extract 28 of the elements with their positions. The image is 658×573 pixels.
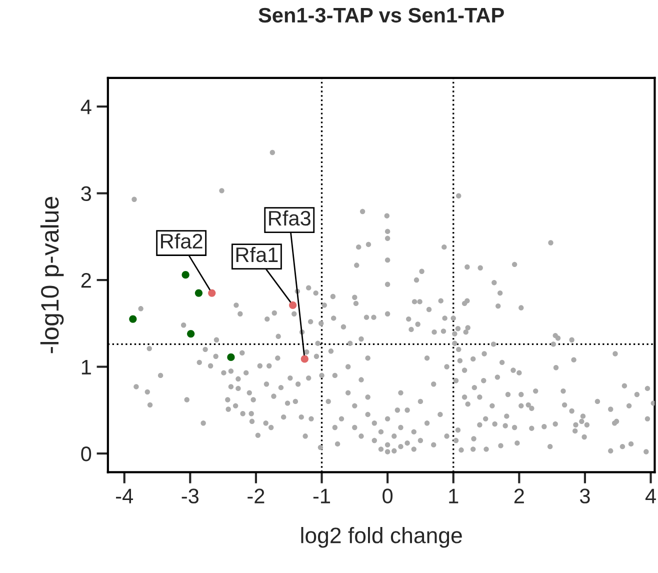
point bbox=[194, 289, 203, 297]
y-tick-label: 4 bbox=[80, 100, 92, 114]
y-tick-label: 1 bbox=[82, 360, 91, 374]
point bbox=[129, 315, 137, 323]
chart-title: Sen1-3-TAP vs Sen1-TAP bbox=[258, 8, 504, 23]
x-tick-label: 4 bbox=[645, 488, 656, 504]
point bbox=[182, 271, 190, 279]
y-tick-label: 2 bbox=[81, 273, 91, 288]
y-axis-title: -log10 p-value bbox=[40, 196, 64, 354]
x-tick-label: 2 bbox=[514, 488, 524, 504]
point bbox=[300, 355, 308, 363]
point bbox=[227, 353, 235, 362]
x-tick-label: -2 bbox=[248, 488, 264, 504]
x-tick-label: -1 bbox=[313, 488, 330, 504]
x-tick-label: -4 bbox=[116, 488, 134, 504]
y-tick-label: 3 bbox=[81, 186, 92, 202]
x-tick-label: 1 bbox=[449, 488, 458, 504]
annotation: Rfa2 bbox=[161, 233, 202, 249]
y-tick-label: 0 bbox=[81, 446, 92, 462]
point bbox=[187, 330, 195, 338]
annotation: Rfa1 bbox=[236, 246, 278, 262]
x-tick-label: -3 bbox=[182, 488, 199, 504]
x-axis-title: log2 fold change bbox=[301, 526, 462, 548]
point bbox=[208, 289, 216, 297]
point bbox=[289, 301, 297, 309]
x-tick-label: 0 bbox=[382, 488, 393, 504]
x-tick-label: 3 bbox=[580, 488, 590, 504]
annotation: Rfa3 bbox=[269, 210, 310, 226]
